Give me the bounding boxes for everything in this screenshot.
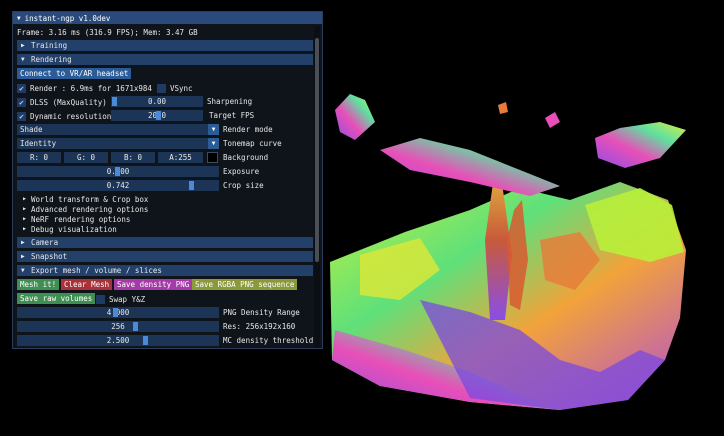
dropdown-arrow-icon[interactable]: ▼ bbox=[208, 138, 219, 149]
render-checkbox[interactable]: ✔ bbox=[17, 83, 26, 93]
resolution-label: Res: 256x192x160 bbox=[223, 322, 296, 331]
expand-arrow-icon: ▶ bbox=[23, 226, 27, 232]
mc-density-threshold-slider[interactable]: 2.500 bbox=[17, 335, 219, 346]
dynres-label: Dynamic resolution bbox=[30, 111, 112, 121]
bg-a-field[interactable]: A:255 bbox=[158, 152, 203, 163]
background-color-swatch[interactable] bbox=[207, 152, 218, 163]
tonemap-label: Tonemap curve bbox=[223, 139, 282, 148]
expand-arrow-icon: ▶ bbox=[23, 206, 27, 212]
bg-g-field[interactable]: G: 0 bbox=[64, 152, 108, 163]
save-raw-volumes-button[interactable]: Save raw volumes bbox=[17, 293, 96, 304]
tree-debug-visualization[interactable]: ▶ Debug visualization bbox=[23, 224, 117, 234]
mesh-it-button[interactable]: Mesh it! bbox=[17, 279, 60, 290]
swap-yz-row: ✔ Swap Y&Z bbox=[96, 293, 145, 305]
collapse-arrow-icon: ▼ bbox=[21, 56, 25, 63]
dlss-label: DLSS (MaxQuality) bbox=[30, 97, 107, 107]
slider-grab[interactable] bbox=[113, 308, 118, 317]
instant-ngp-panel: ▼ instant-ngp v1.0dev Frame: 3.16 ms (31… bbox=[12, 11, 323, 349]
slider-grab[interactable] bbox=[189, 181, 194, 190]
swap-yz-checkbox[interactable]: ✔ bbox=[96, 294, 105, 304]
dlss-row: ✔ DLSS (MaxQuality) bbox=[17, 96, 107, 108]
vsync-label: VSync bbox=[170, 83, 193, 93]
render-mode-combo[interactable]: Shade ▼ bbox=[17, 124, 219, 135]
bg-r-field[interactable]: R: 0 bbox=[17, 152, 61, 163]
header-camera[interactable]: ▶ Camera bbox=[17, 237, 313, 248]
tree-advanced-rendering[interactable]: ▶ Advanced rendering options bbox=[23, 204, 149, 214]
png-density-range-label: PNG Density Range bbox=[223, 308, 300, 317]
header-export[interactable]: ▼ Export mesh / volume / slices bbox=[17, 265, 313, 276]
target-fps-label: Target FPS bbox=[209, 111, 255, 120]
render-mode-label: Render mode bbox=[223, 125, 273, 134]
render-row: ✔ Render : 6.9ms for 1671x984 bbox=[17, 82, 152, 94]
slider-grab[interactable] bbox=[133, 322, 138, 331]
expand-arrow-icon: ▶ bbox=[21, 239, 25, 246]
dlss-checkbox[interactable]: ✔ bbox=[17, 97, 26, 107]
tree-world-transform[interactable]: ▶ World transform & Crop box bbox=[23, 194, 149, 204]
sharpening-slider[interactable]: 0.00 bbox=[111, 96, 203, 107]
connect-vr-button[interactable]: Connect to VR/AR headset bbox=[17, 68, 132, 79]
header-training[interactable]: ▶ Training bbox=[17, 40, 313, 51]
slider-grab[interactable] bbox=[115, 167, 120, 176]
clear-mesh-button[interactable]: Clear Mesh bbox=[61, 279, 113, 290]
header-snapshot[interactable]: ▶ Snapshot bbox=[17, 251, 313, 262]
render-label: Render : 6.9ms for 1671x984 bbox=[30, 83, 152, 93]
dynres-row: ✔ Dynamic resolution bbox=[17, 110, 111, 122]
slider-grab[interactable] bbox=[112, 97, 117, 106]
save-density-png-button[interactable]: Save density PNG bbox=[114, 279, 193, 290]
dropdown-arrow-icon[interactable]: ▼ bbox=[208, 124, 219, 135]
background-label: Background bbox=[223, 153, 269, 162]
tree-nerf-rendering[interactable]: ▶ NeRF rendering options bbox=[23, 214, 131, 224]
vsync-row: ✔ VSync bbox=[157, 82, 193, 94]
mc-density-threshold-label: MC density threshold bbox=[223, 336, 314, 345]
exposure-slider[interactable]: 0.000 bbox=[17, 166, 219, 177]
panel-titlebar[interactable]: ▼ instant-ngp v1.0dev bbox=[13, 12, 322, 24]
collapse-triangle-icon[interactable]: ▼ bbox=[17, 14, 21, 22]
save-rgba-png-button[interactable]: Save RGBA PNG sequence bbox=[192, 279, 298, 290]
crop-size-slider[interactable]: 0.742 bbox=[17, 180, 219, 191]
crop-size-label: Crop size bbox=[223, 181, 264, 190]
bg-b-field[interactable]: B: 0 bbox=[111, 152, 155, 163]
frame-stats: Frame: 3.16 ms (316.9 FPS); Mem: 3.47 GB bbox=[17, 27, 198, 37]
expand-arrow-icon: ▶ bbox=[23, 216, 27, 222]
slider-grab[interactable] bbox=[143, 336, 148, 345]
scrollbar-thumb[interactable] bbox=[315, 38, 319, 262]
dynres-checkbox[interactable]: ✔ bbox=[17, 111, 26, 121]
expand-arrow-icon: ▶ bbox=[23, 196, 27, 202]
tonemap-combo[interactable]: Identity ▼ bbox=[17, 138, 219, 149]
panel-scrollbar[interactable] bbox=[314, 26, 320, 348]
resolution-slider[interactable]: 256 bbox=[17, 321, 219, 332]
sharpening-label: Sharpening bbox=[207, 97, 253, 106]
swap-yz-label: Swap Y&Z bbox=[109, 294, 146, 304]
window-title: instant-ngp v1.0dev bbox=[24, 13, 111, 23]
exposure-label: Exposure bbox=[223, 167, 260, 176]
vsync-checkbox[interactable]: ✔ bbox=[157, 83, 166, 93]
png-density-range-slider[interactable]: 4.000 bbox=[17, 307, 219, 318]
expand-arrow-icon: ▶ bbox=[21, 253, 25, 260]
expand-arrow-icon: ▶ bbox=[21, 42, 25, 49]
slider-grab[interactable] bbox=[156, 111, 161, 120]
target-fps-slider[interactable]: 20.0 bbox=[111, 110, 203, 121]
collapse-arrow-icon: ▼ bbox=[21, 267, 25, 274]
header-rendering[interactable]: ▼ Rendering bbox=[17, 54, 313, 65]
